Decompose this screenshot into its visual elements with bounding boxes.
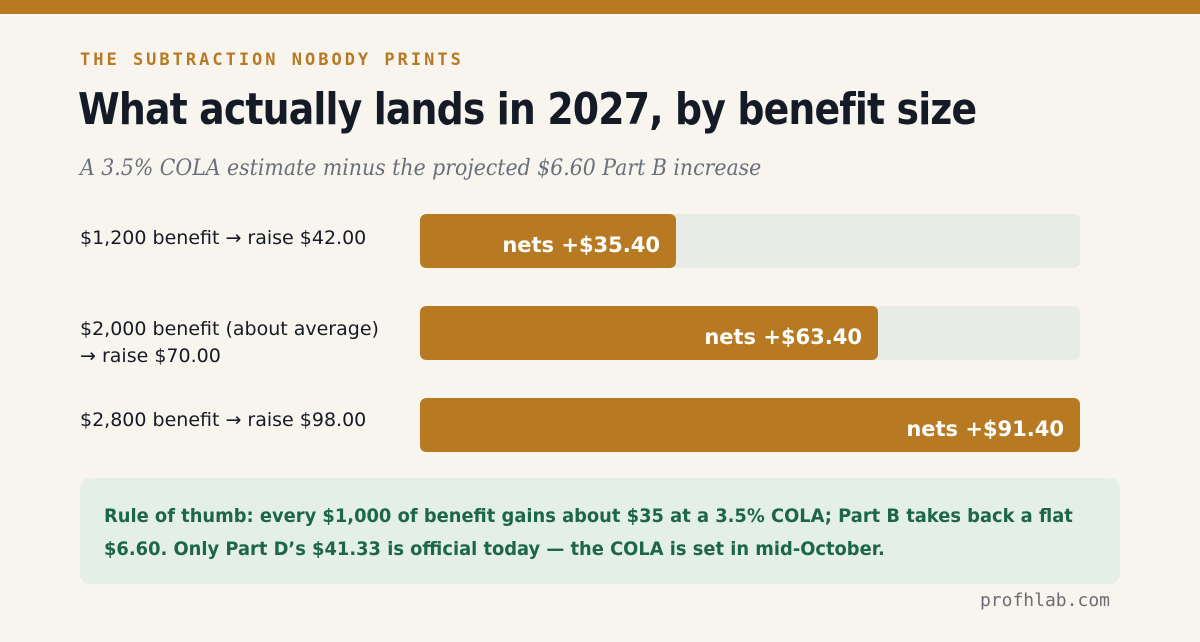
chart-title: What actually lands in 2027, by benefit … <box>78 84 977 135</box>
bar: nets +$35.40 <box>420 214 676 268</box>
bar-track: nets +$63.40 <box>420 306 1080 360</box>
kicker: THE SUBTRACTION NOBODY PRINTS <box>80 50 464 70</box>
bar-category-label: $2,800 benefit → raise $98.00 <box>80 409 367 431</box>
chart-subtitle: A 3.5% COLA estimate minus the projected… <box>80 156 762 181</box>
bar-category-label: $1,200 benefit → raise $42.00 <box>80 227 367 249</box>
bar-data-label: nets +$35.40 <box>502 233 660 257</box>
bar-track: nets +$35.40 <box>420 214 1080 268</box>
bar-track: nets +$91.40 <box>420 398 1080 452</box>
rule-of-thumb-note: Rule of thumb: every $1,000 of benefit g… <box>80 478 1120 584</box>
bar-category-label: $2,000 benefit (about average) → raise $… <box>80 318 379 367</box>
bar-data-label: nets +$91.40 <box>906 417 1064 441</box>
note-text: Rule of thumb: every $1,000 of benefit g… <box>104 505 1073 560</box>
top-accent-bar <box>0 0 1200 14</box>
footer-site: profhlab.com <box>979 590 1110 611</box>
bar: nets +$63.40 <box>420 306 878 360</box>
bar: nets +$91.40 <box>420 398 1080 452</box>
bar-data-label: nets +$63.40 <box>704 325 862 349</box>
